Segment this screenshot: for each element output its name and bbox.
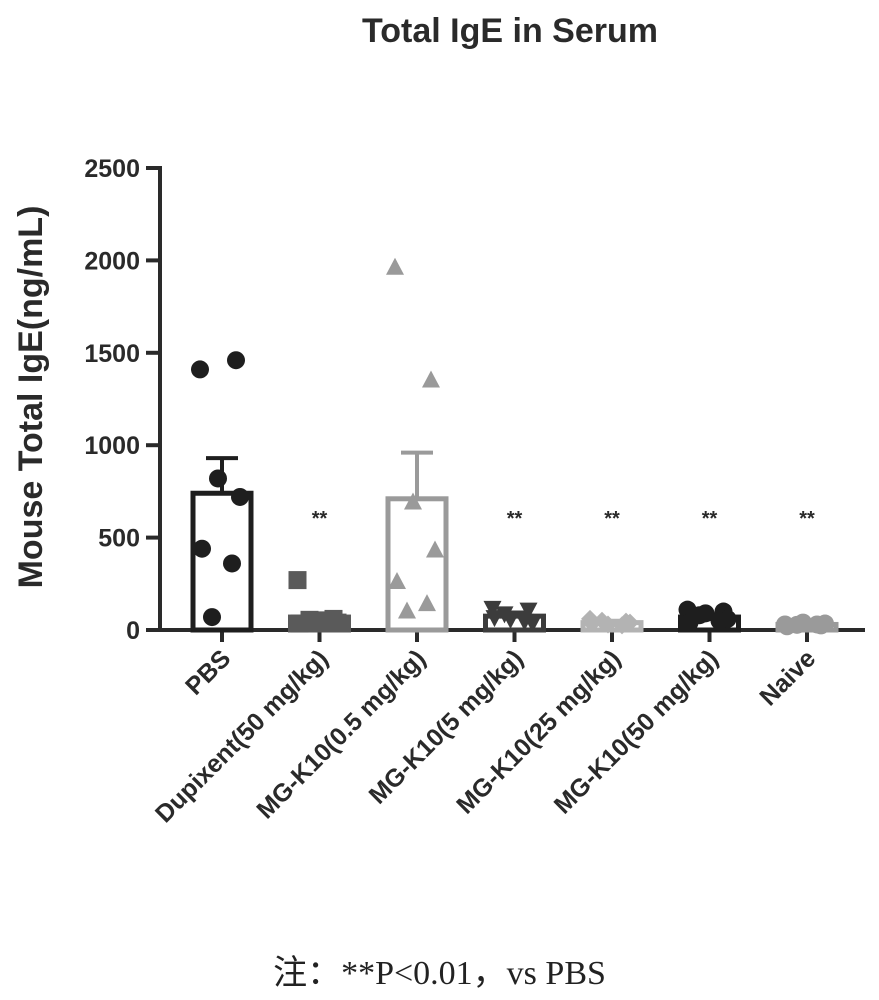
- data-point: [203, 608, 221, 627]
- x-tick-label: MG-K10(0.5 mg/kg): [251, 644, 431, 824]
- data-point: [788, 615, 806, 634]
- significance-label: **: [312, 508, 328, 530]
- data-point: [191, 360, 209, 379]
- data-point: [808, 615, 826, 634]
- bar: [385, 496, 449, 633]
- data-point: [690, 606, 709, 625]
- data-point: [388, 571, 406, 589]
- y-tick-label: 0: [126, 617, 140, 645]
- y-tick-label: 500: [98, 525, 140, 553]
- data-point: [418, 594, 436, 612]
- data-point: [209, 469, 227, 488]
- bar: [190, 490, 254, 633]
- significance-label: **: [507, 508, 523, 530]
- data-point: [519, 602, 538, 620]
- axes: [146, 166, 865, 642]
- data-point: [386, 257, 404, 275]
- data-point: [227, 351, 245, 370]
- x-tick-label: PBS: [180, 644, 236, 700]
- data-point: [223, 554, 241, 573]
- y-tick-label: 1000: [84, 432, 140, 460]
- significance-label: **: [604, 508, 620, 530]
- x-tick-label: Naive: [754, 644, 821, 711]
- y-tick-label: 2500: [84, 155, 140, 183]
- data-point: [495, 606, 514, 624]
- y-tick-label: 2000: [84, 247, 140, 275]
- data-point: [404, 492, 422, 510]
- points-layer: [191, 257, 834, 636]
- y-tick-label: 1500: [84, 340, 140, 368]
- chart-svg: Total IgE in Serum Mouse Total IgE(ng/mL…: [12, 12, 865, 828]
- data-point: [231, 487, 249, 506]
- bars-layer: [190, 450, 839, 633]
- data-point: [193, 539, 211, 558]
- data-point: [613, 616, 631, 635]
- x-tick-label: MG-K10(50 mg/kg): [549, 644, 724, 819]
- data-point: [320, 611, 339, 630]
- data-point: [300, 610, 319, 629]
- data-point: [593, 611, 611, 630]
- data-point: [485, 610, 504, 628]
- data-point: [288, 571, 307, 590]
- chart-title: Total IgE in Serum: [362, 12, 658, 50]
- data-point: [515, 613, 534, 631]
- y-axis-label: Mouse Total IgE(ng/mL): [12, 206, 50, 589]
- data-point: [710, 611, 729, 630]
- significance-label: **: [702, 508, 718, 530]
- footnote: 注：**P<0.01，vs PBS: [273, 955, 606, 992]
- x-tick-label: Dupixent(50 mg/kg): [150, 644, 334, 828]
- significance-label: **: [799, 508, 815, 530]
- data-point: [398, 601, 416, 619]
- data-point: [426, 540, 444, 558]
- data-point: [422, 370, 440, 388]
- data-point: [483, 600, 502, 618]
- x-tick-label: MG-K10(25 mg/kg): [451, 644, 626, 819]
